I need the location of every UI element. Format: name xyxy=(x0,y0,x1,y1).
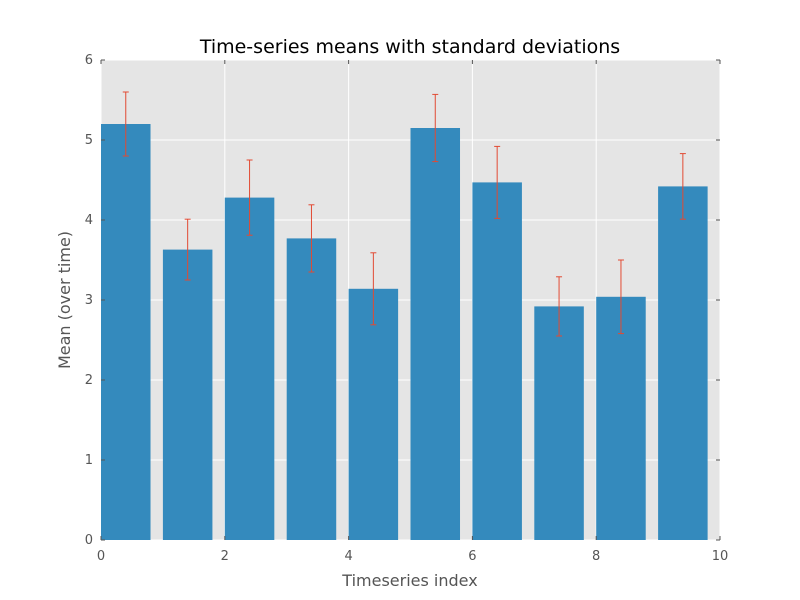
error-bar-5 xyxy=(432,93,439,163)
error-bar-6 xyxy=(494,145,501,219)
y-tick-label: 2 xyxy=(85,373,93,388)
bar-3 xyxy=(286,238,337,540)
error-bar-3 xyxy=(308,204,315,273)
x-axis-label: Timeseries index xyxy=(341,571,477,590)
x-tick-label: 6 xyxy=(468,549,476,564)
y-tick-label: 5 xyxy=(85,133,93,148)
tick-labels: 0 2 4 6 8 10 0 1 2 3 4 5 6 xyxy=(85,53,729,564)
error-bar-0 xyxy=(122,91,129,157)
bars xyxy=(101,124,708,540)
bar-8 xyxy=(596,296,646,540)
error-bar-8 xyxy=(617,259,624,335)
error-bar-4 xyxy=(370,252,377,326)
bar-5 xyxy=(410,128,461,540)
chart-title: Time-series means with standard deviatio… xyxy=(199,36,620,58)
bar-9 xyxy=(658,186,708,540)
bar-1 xyxy=(162,249,213,540)
x-tick-label: 10 xyxy=(712,549,729,564)
y-tick-label: 0 xyxy=(85,533,93,548)
y-tick-label: 6 xyxy=(85,53,93,68)
x-tick-label: 8 xyxy=(592,549,600,564)
error-bar-1 xyxy=(184,218,191,281)
x-tick-label: 0 xyxy=(97,549,105,564)
x-tick-label: 4 xyxy=(344,549,352,564)
y-axis-label: Mean (over time) xyxy=(55,231,74,369)
y-tick-label: 1 xyxy=(85,453,93,468)
error-bar-9 xyxy=(679,153,686,220)
bar-2 xyxy=(224,197,275,540)
error-bar-7 xyxy=(556,276,563,337)
error-bars xyxy=(122,91,686,337)
y-tick-label: 3 xyxy=(85,293,93,308)
error-bar-2 xyxy=(246,159,253,236)
y-tick-label: 4 xyxy=(85,213,93,228)
bar-4 xyxy=(348,288,399,540)
axis-ticks xyxy=(100,59,721,541)
x-tick-label: 2 xyxy=(221,549,229,564)
bar-6 xyxy=(472,182,522,540)
bar-0 xyxy=(101,124,151,540)
bar-7 xyxy=(534,306,584,540)
